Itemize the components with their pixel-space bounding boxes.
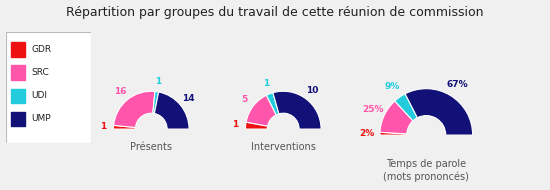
Text: 1: 1: [232, 120, 238, 129]
Bar: [10, 112, 25, 126]
Wedge shape: [266, 93, 279, 115]
Text: 5: 5: [241, 95, 248, 104]
Text: 25%: 25%: [362, 105, 383, 114]
Wedge shape: [395, 94, 417, 121]
Wedge shape: [114, 91, 155, 127]
Text: 14: 14: [183, 94, 195, 103]
Text: 1: 1: [155, 77, 162, 86]
Text: Répartition par groupes du travail de cette réunion de commission: Répartition par groupes du travail de ce…: [66, 6, 484, 19]
FancyBboxPatch shape: [6, 32, 91, 142]
Text: GDR: GDR: [31, 45, 51, 54]
Wedge shape: [155, 92, 189, 129]
Wedge shape: [246, 95, 276, 126]
Bar: [10, 65, 25, 80]
Text: 9%: 9%: [384, 82, 400, 91]
Wedge shape: [273, 91, 321, 129]
Text: SRC: SRC: [31, 68, 49, 77]
Wedge shape: [153, 91, 158, 113]
Text: 2%: 2%: [359, 129, 375, 138]
Wedge shape: [405, 89, 472, 135]
Text: 67%: 67%: [447, 80, 468, 89]
Wedge shape: [380, 101, 413, 134]
Text: 16: 16: [114, 87, 127, 96]
Text: 1: 1: [100, 122, 106, 131]
Text: Interventions: Interventions: [251, 142, 316, 152]
Text: UDI: UDI: [31, 91, 47, 100]
Wedge shape: [380, 132, 407, 135]
Bar: [10, 89, 25, 103]
Wedge shape: [113, 125, 135, 129]
Wedge shape: [245, 122, 268, 129]
Text: Présents: Présents: [130, 142, 172, 152]
Text: Temps de parole
(mots prononcés): Temps de parole (mots prononcés): [383, 159, 469, 182]
Text: UMP: UMP: [31, 114, 51, 123]
Bar: [10, 42, 25, 57]
Text: 1: 1: [263, 79, 269, 88]
Text: 10: 10: [306, 86, 318, 95]
